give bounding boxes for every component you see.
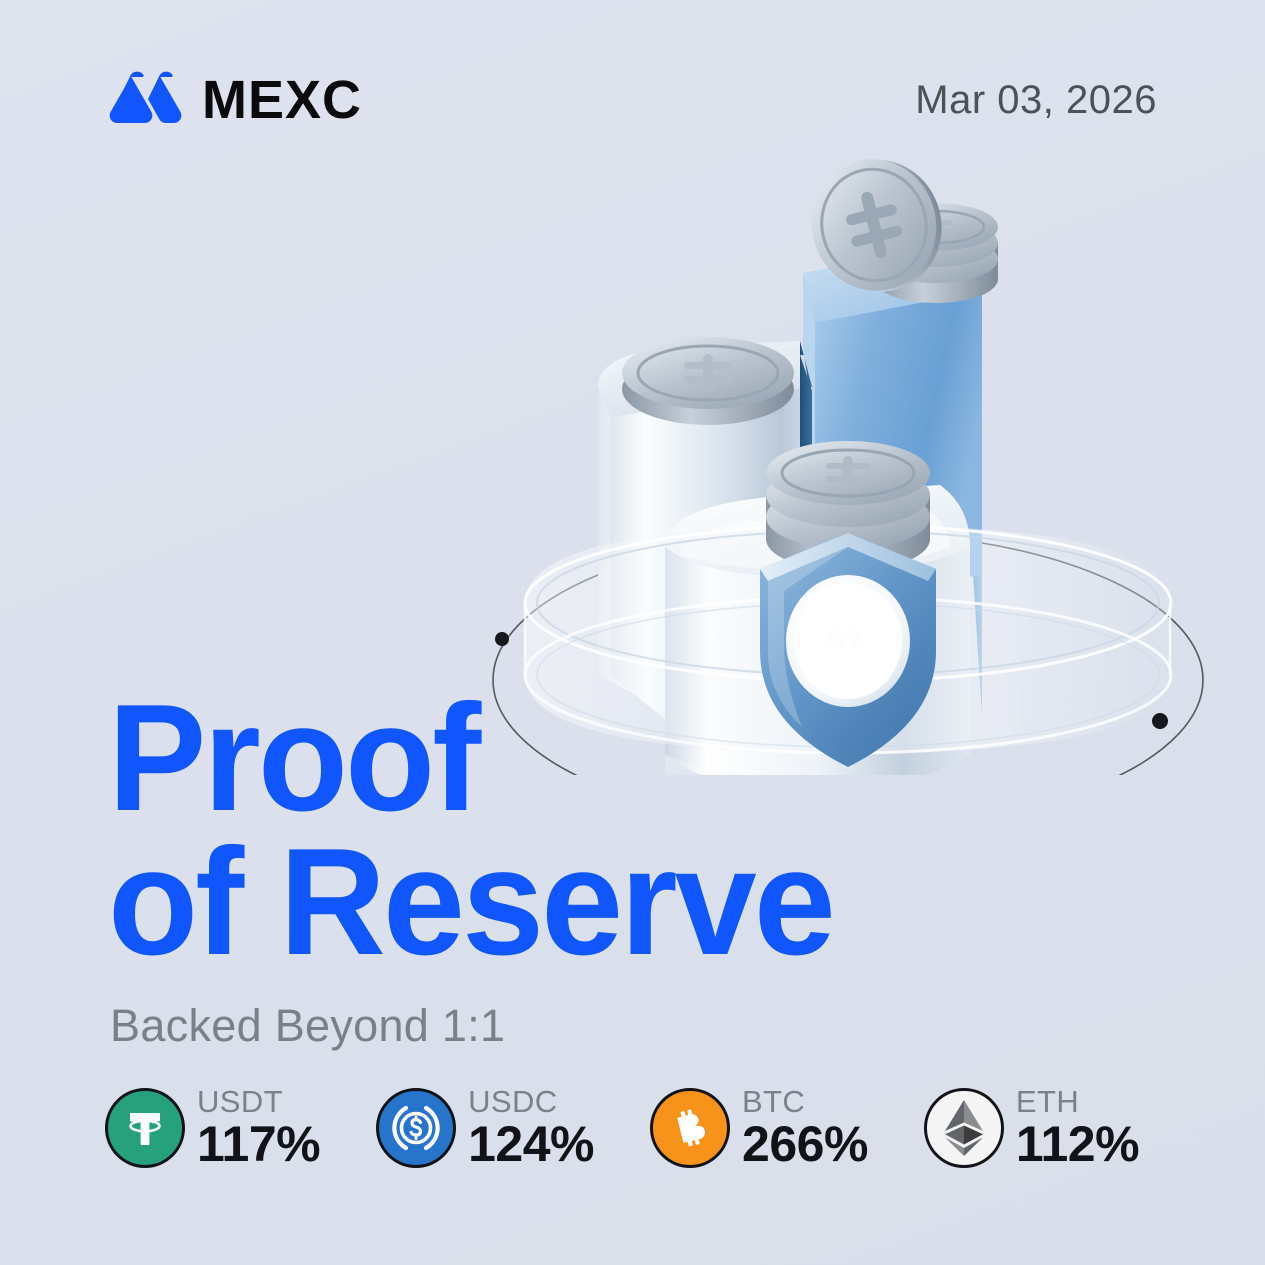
mexc-mountain-logo-icon — [108, 71, 184, 130]
token-symbol: ETH — [1015, 1084, 1080, 1119]
dollar-coin-icon — [622, 337, 794, 425]
token-percent: 112% — [1015, 1115, 1140, 1172]
token-stat-eth: ETH 112% — [923, 1084, 1140, 1172]
floor-reflection — [665, 755, 738, 775]
tether-icon — [105, 1087, 185, 1168]
brand-name: MEXC — [202, 70, 363, 130]
proof-of-reserve-illustration — [470, 155, 1250, 775]
ethereum-icon — [923, 1087, 1004, 1168]
shield-icon — [760, 533, 936, 767]
token-symbol: USDT — [197, 1084, 283, 1119]
token-stats-row: USDT 117% USDC 124% — [105, 1084, 1140, 1172]
token-stat-btc: BTC 266% — [650, 1084, 868, 1172]
token-percent: 124% — [468, 1115, 595, 1172]
subtitle: Backed Beyond 1:1 — [110, 1000, 506, 1051]
bitcoin-icon — [650, 1087, 731, 1168]
poster-header: MEXC Mar 03, 2026 — [108, 68, 1157, 132]
token-stat-usdt: USDT 117% — [105, 1084, 321, 1172]
token-percent: 266% — [742, 1115, 868, 1172]
token-percent: 117% — [197, 1115, 321, 1172]
token-stat-usdc: USDC 124% — [376, 1084, 595, 1172]
dollar-coin-upright-icon — [811, 159, 942, 292]
report-date: Mar 03, 2026 — [915, 77, 1157, 122]
headline-line-2: of Reserve — [108, 817, 836, 988]
usd-coin-icon — [376, 1087, 457, 1168]
brand-lockup: MEXC — [108, 71, 362, 130]
headline-line-1: Proof — [108, 673, 481, 843]
page-title: Proof of Reserve — [108, 673, 868, 988]
token-symbol: USDC — [468, 1084, 558, 1119]
token-symbol: BTC — [742, 1084, 806, 1119]
